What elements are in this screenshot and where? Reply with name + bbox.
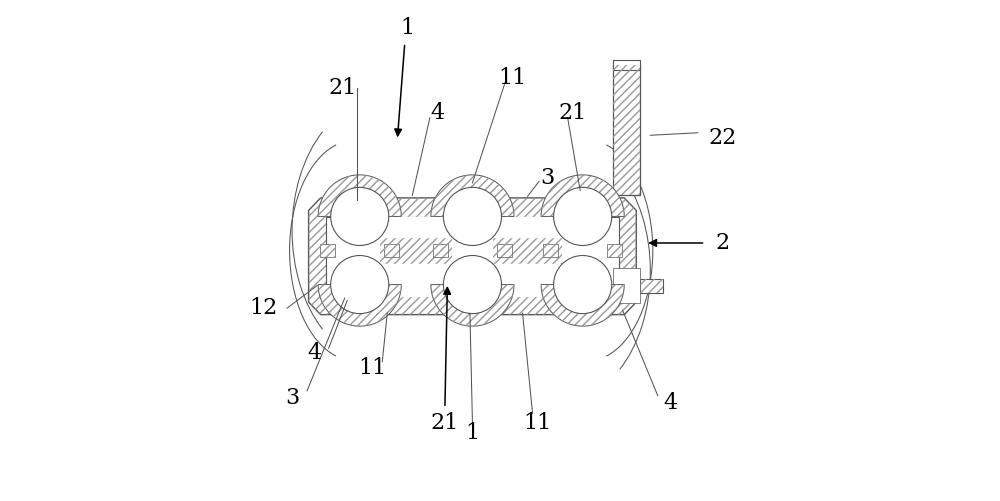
Polygon shape <box>309 198 636 315</box>
Bar <box>640 279 663 293</box>
Bar <box>613 65 640 195</box>
Bar <box>433 244 448 257</box>
Bar <box>384 244 399 257</box>
Bar <box>320 244 335 257</box>
Text: 4: 4 <box>663 392 677 414</box>
Text: 3: 3 <box>285 387 299 409</box>
Polygon shape <box>318 175 401 216</box>
Bar <box>640 279 663 293</box>
Text: 2: 2 <box>716 232 730 254</box>
Bar <box>326 217 619 296</box>
Bar <box>497 244 512 257</box>
Text: 22: 22 <box>709 127 737 149</box>
Bar <box>613 65 640 195</box>
Polygon shape <box>431 175 514 216</box>
Bar <box>380 237 452 265</box>
Text: 4: 4 <box>308 342 322 364</box>
Bar <box>543 244 558 257</box>
Text: 1: 1 <box>400 17 414 39</box>
Bar <box>493 237 562 265</box>
Polygon shape <box>541 285 624 326</box>
Bar <box>607 244 622 257</box>
Circle shape <box>443 187 502 245</box>
Bar <box>380 237 452 265</box>
Text: 12: 12 <box>249 297 278 319</box>
Polygon shape <box>541 175 624 216</box>
Text: 21: 21 <box>559 102 587 124</box>
Text: 3: 3 <box>540 167 555 189</box>
Text: 11: 11 <box>498 67 527 89</box>
Bar <box>613 268 640 303</box>
Polygon shape <box>431 285 514 326</box>
Bar <box>497 244 512 257</box>
Circle shape <box>554 256 612 314</box>
Bar <box>320 244 335 257</box>
Circle shape <box>554 187 612 245</box>
Text: 11: 11 <box>523 412 552 434</box>
Text: 1: 1 <box>465 422 480 444</box>
Polygon shape <box>318 285 401 326</box>
Text: 21: 21 <box>328 77 356 99</box>
Circle shape <box>443 256 502 314</box>
Circle shape <box>331 187 389 245</box>
Bar <box>543 244 558 257</box>
Text: 11: 11 <box>358 357 386 379</box>
Bar <box>493 237 562 265</box>
Bar <box>433 244 448 257</box>
Bar <box>607 244 622 257</box>
Text: 21: 21 <box>431 412 459 434</box>
Text: 4: 4 <box>430 102 444 124</box>
Bar <box>613 60 640 70</box>
Bar <box>384 244 399 257</box>
Circle shape <box>331 256 389 314</box>
